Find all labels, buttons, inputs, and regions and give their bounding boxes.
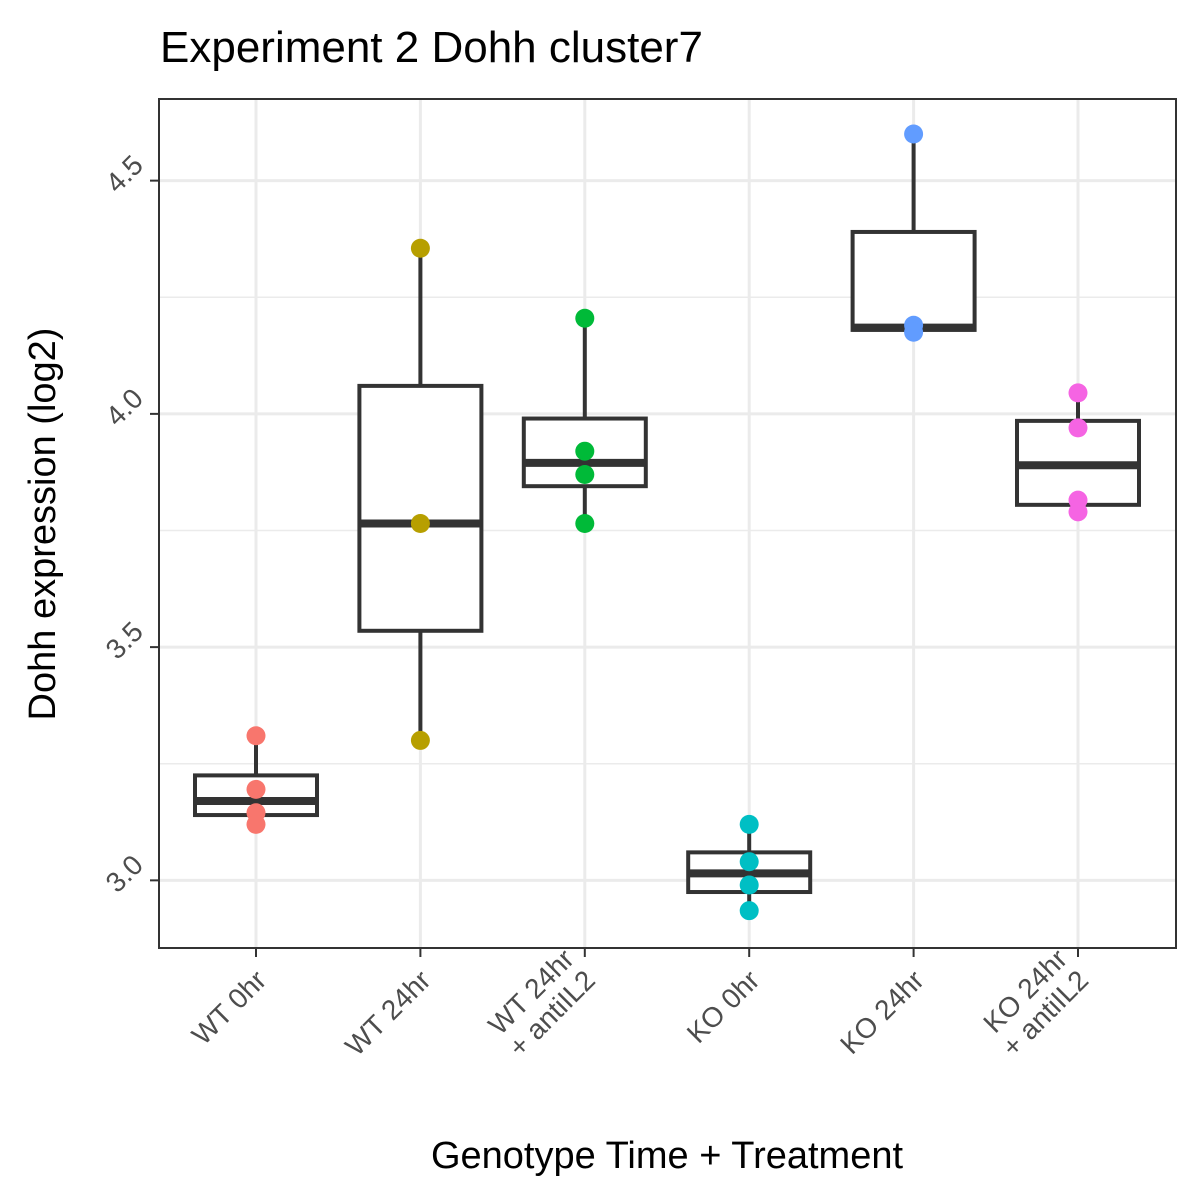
data-point <box>1068 418 1088 438</box>
x-tick-label: WT 0hr <box>186 964 272 1050</box>
data-point <box>575 465 595 485</box>
x-tick-label-line: KO 0hr <box>681 964 766 1049</box>
x-tick-label-line: KO 24hr <box>834 964 930 1060</box>
data-point <box>246 779 266 799</box>
y-axis-title: Dohh expression (log2) <box>22 328 64 721</box>
y-tick-label: 4.5 <box>100 149 149 198</box>
y-tick-label: 3.5 <box>100 616 149 665</box>
x-tick-label: KO 0hr <box>681 964 766 1049</box>
point-layer <box>246 124 1088 921</box>
x-tick-label: KO 24hr <box>834 964 930 1060</box>
x-axis-title: Genotype Time + Treatment <box>431 1135 904 1177</box>
chart-title: Experiment 2 Dohh cluster7 <box>160 23 703 72</box>
data-point <box>739 901 759 921</box>
x-tick-label: KO 24hr+ antiIL2 <box>975 943 1095 1063</box>
data-point <box>246 814 266 834</box>
x-axis: WT 0hr WT 24hr WT 24hr+ antiIL2 KO 0hr KO 24… <box>186 943 1094 1063</box>
plot-panel-border <box>158 98 1177 949</box>
x-tick-label-line: WT 24hr <box>339 964 436 1061</box>
data-point <box>410 730 430 750</box>
data-point <box>1068 383 1088 403</box>
data-point <box>904 124 924 144</box>
data-point <box>575 441 595 461</box>
data-point <box>739 852 759 872</box>
y-tick-label: 3.0 <box>100 849 149 898</box>
y-tick-label: 4.0 <box>100 382 149 431</box>
y-axis: 3.0 3.5 4.0 4.5 <box>100 149 159 898</box>
x-tick-label: WT 24hr+ antiIL2 <box>481 943 601 1063</box>
x-tick-label-line: WT 0hr <box>186 964 272 1050</box>
data-point <box>904 322 924 342</box>
data-point <box>575 308 595 328</box>
box-iqr <box>357 383 484 633</box>
data-point <box>246 726 266 746</box>
plot-panel-background <box>159 99 1176 948</box>
data-point <box>739 875 759 895</box>
data-point <box>410 238 430 258</box>
box-group <box>850 133 977 332</box>
data-point <box>410 514 430 533</box>
x-tick-label: WT 24hr <box>339 964 436 1061</box>
box-iqr <box>850 229 977 332</box>
minor-gridlines <box>159 296 1176 765</box>
data-point <box>739 814 759 834</box>
data-point <box>1068 502 1088 522</box>
data-point <box>575 514 595 533</box>
